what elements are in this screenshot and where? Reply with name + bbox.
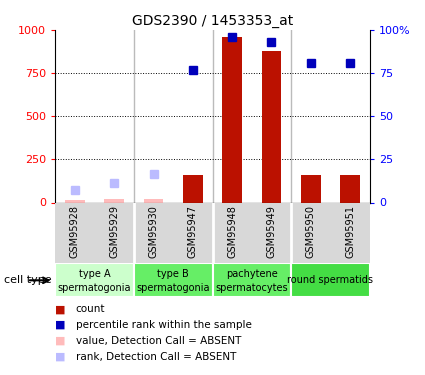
Text: GSM95928: GSM95928 — [70, 206, 80, 258]
Text: GSM95947: GSM95947 — [188, 206, 198, 258]
Text: spermatocytes: spermatocytes — [215, 283, 288, 293]
Bar — [291, 263, 370, 297]
Text: GSM95949: GSM95949 — [266, 206, 277, 258]
Text: GSM95950: GSM95950 — [306, 206, 316, 258]
Text: spermatogonia: spermatogonia — [136, 283, 210, 293]
Text: GSM95951: GSM95951 — [345, 206, 355, 258]
Text: value, Detection Call = ABSENT: value, Detection Call = ABSENT — [76, 336, 241, 346]
Bar — [262, 51, 281, 202]
Bar — [340, 175, 360, 202]
Text: type A: type A — [79, 269, 110, 279]
Text: GSM95930: GSM95930 — [148, 206, 159, 258]
Bar — [134, 263, 212, 297]
Text: type B: type B — [157, 269, 189, 279]
Bar — [55, 263, 134, 297]
Text: rank, Detection Call = ABSENT: rank, Detection Call = ABSENT — [76, 352, 236, 362]
Title: GDS2390 / 1453353_at: GDS2390 / 1453353_at — [132, 13, 293, 28]
Bar — [183, 175, 203, 202]
Text: count: count — [76, 304, 105, 314]
Text: round spermatids: round spermatids — [287, 275, 374, 285]
Text: ■: ■ — [55, 352, 66, 362]
Text: spermatogonia: spermatogonia — [58, 283, 131, 293]
Text: ■: ■ — [55, 320, 66, 330]
Text: ■: ■ — [55, 304, 66, 314]
Bar — [212, 263, 291, 297]
Text: pachytene: pachytene — [226, 269, 278, 279]
Text: cell type: cell type — [4, 275, 52, 285]
Text: GSM95948: GSM95948 — [227, 206, 237, 258]
Bar — [222, 37, 242, 203]
Text: ■: ■ — [55, 336, 66, 346]
Text: GSM95929: GSM95929 — [109, 206, 119, 258]
Bar — [65, 200, 85, 202]
Bar — [144, 199, 163, 202]
Bar — [105, 199, 124, 202]
Bar — [301, 175, 320, 202]
Text: percentile rank within the sample: percentile rank within the sample — [76, 320, 252, 330]
